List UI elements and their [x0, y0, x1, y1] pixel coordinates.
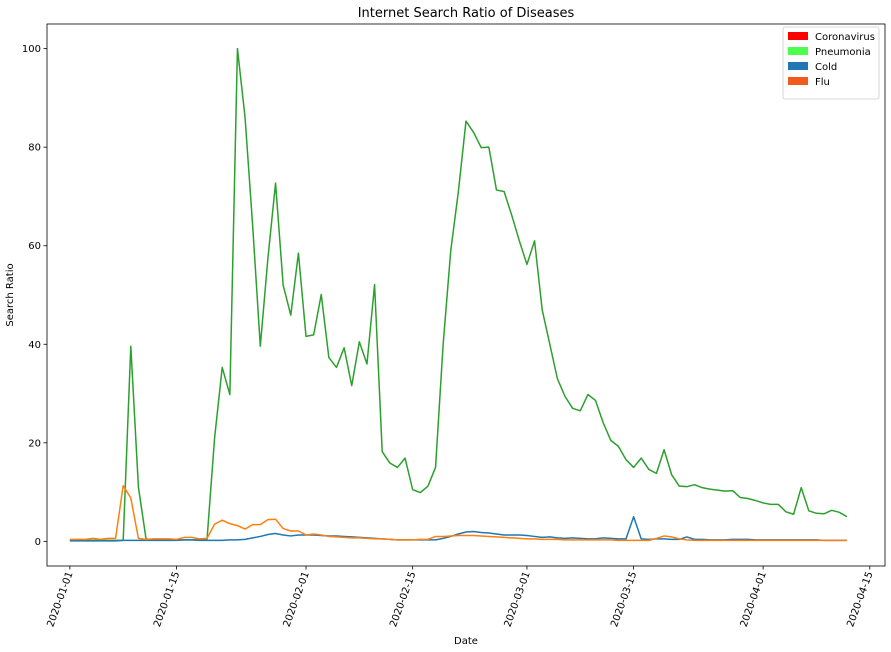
plot-area	[46, 23, 886, 567]
legend-swatch-cold	[788, 62, 808, 70]
legend-swatch-coronavirus	[788, 32, 808, 40]
legend-label-pneumonia: Pneumonia	[815, 47, 871, 58]
legend-swatch-flu	[788, 77, 808, 85]
chart-title: Internet Search Ratio of Diseases	[358, 6, 575, 21]
y-tick-label: 0	[35, 537, 41, 548]
y-tick-label: 60	[28, 241, 41, 252]
series-line-flu	[69, 484, 847, 542]
legend-label-flu: Flu	[815, 77, 830, 88]
legend-label-cold: Cold	[815, 62, 837, 73]
plot-frame	[46, 23, 886, 567]
legend: Coronavirus Pneumonia Cold Flu	[782, 26, 880, 100]
y-tick-label: 40	[28, 340, 41, 351]
y-tick-label: 100	[22, 44, 41, 55]
legend-swatch-pneumonia	[788, 47, 808, 55]
y-axis: 0 20 40 60 80 100	[22, 44, 47, 548]
legend-label-coronavirus: Coronavirus	[815, 32, 875, 43]
y-axis-label: Search Ratio	[5, 263, 16, 326]
y-tick-label: 20	[28, 438, 41, 449]
y-tick-label: 80	[28, 143, 41, 154]
x-axis-label: Date	[454, 636, 478, 647]
